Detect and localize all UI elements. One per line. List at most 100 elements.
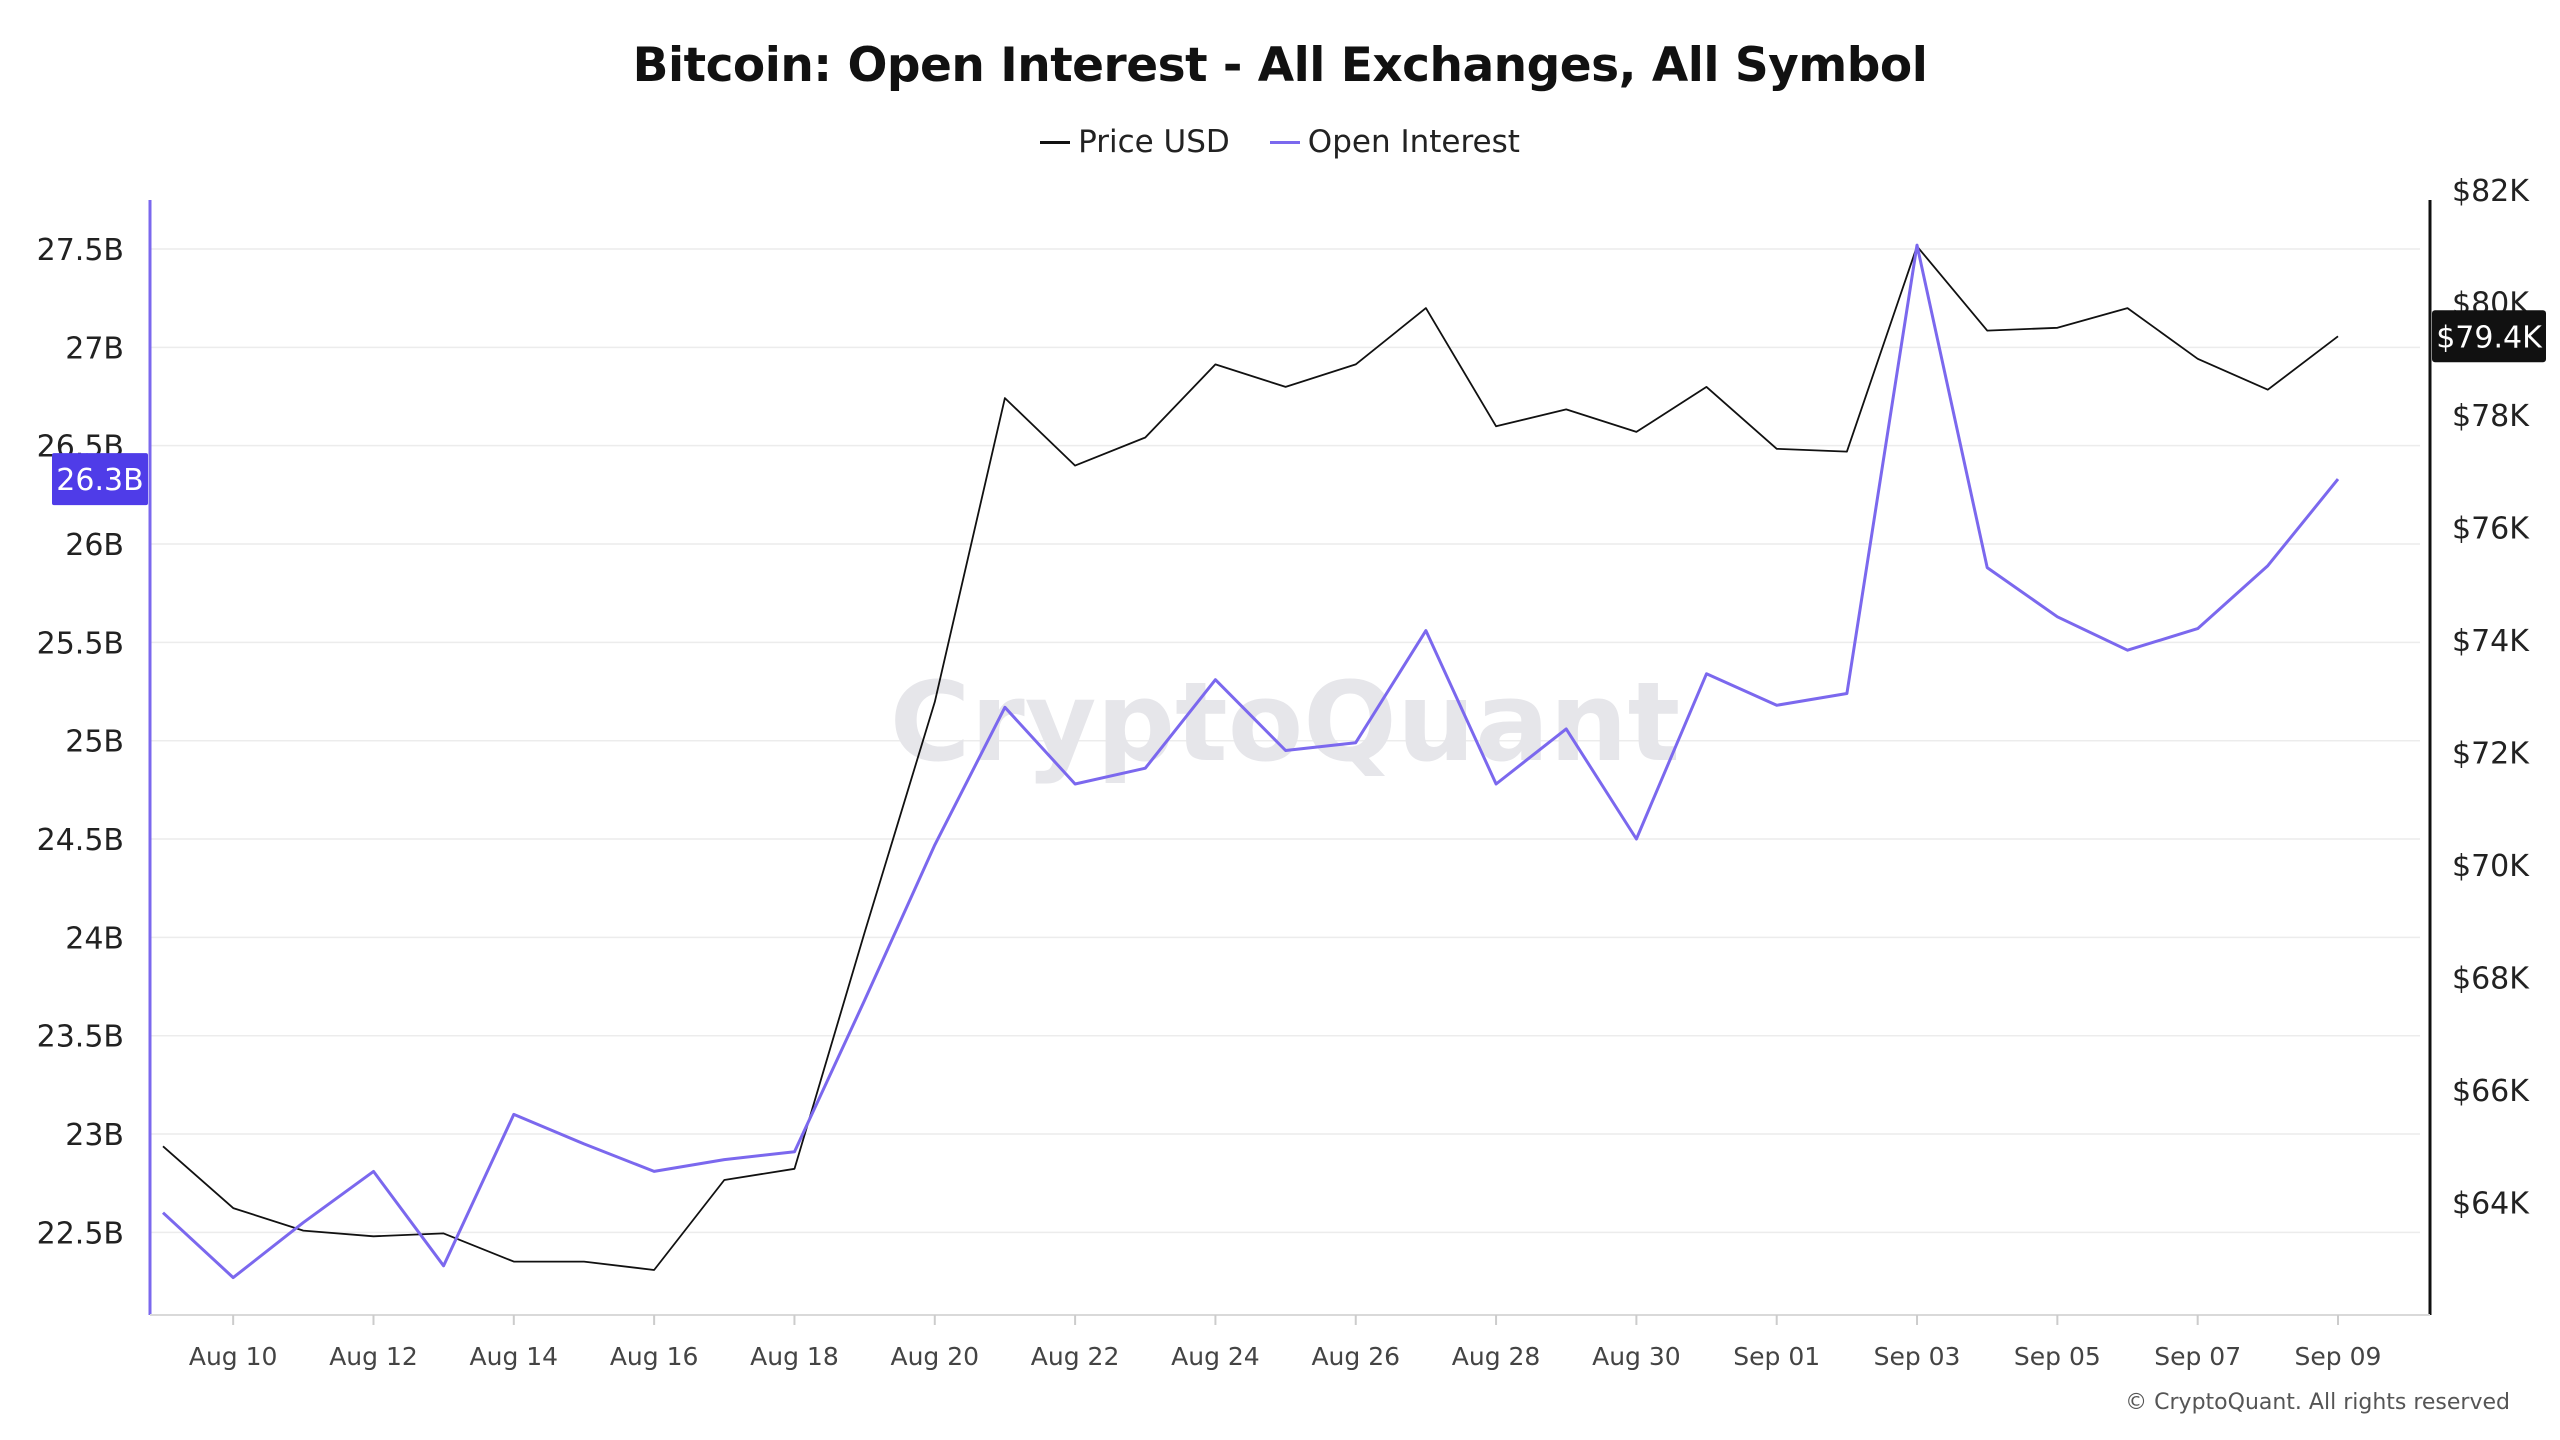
copyright-text: © CryptoQuant. All rights reserved: [2125, 1390, 2510, 1415]
open-interest-point: [1985, 566, 1989, 570]
price-point: [1073, 464, 1077, 468]
x-tick-label: Aug 16: [610, 1342, 699, 1371]
y-right-tick-label: $70K: [2452, 849, 2530, 884]
legend-swatch-price: [1040, 140, 1071, 144]
price-point: [371, 1234, 375, 1238]
open-interest-point: [792, 1150, 796, 1154]
y-right-tick-label: $76K: [2452, 512, 2530, 547]
open-interest-point: [2336, 477, 2340, 481]
price-point: [2266, 388, 2270, 392]
price-last-badge: [2432, 310, 2546, 363]
open-interest-point: [722, 1158, 726, 1162]
x-tick-label: Aug 24: [1171, 1342, 1260, 1371]
legend-label-price: Price USD: [1078, 124, 1230, 160]
x-tick-label: Aug 30: [1592, 1342, 1681, 1371]
x-tick-label: Aug 22: [1031, 1342, 1120, 1371]
legend-item-price[interactable]: Price USD: [1040, 124, 1230, 160]
open-interest-point: [2196, 627, 2200, 631]
price-point: [863, 931, 867, 935]
x-tick-label: Aug 26: [1311, 1342, 1400, 1371]
y-right-tick-label: $68K: [2452, 962, 2530, 997]
legend-item-open-interest[interactable]: Open Interest: [1269, 124, 1520, 160]
price-last-label: $79.4K: [2436, 320, 2543, 355]
open-interest-point: [1213, 678, 1217, 682]
price-point: [512, 1260, 516, 1264]
open-interest-line: [161, 243, 2340, 1280]
open-interest-point: [1564, 727, 1568, 731]
open-interest-point: [2055, 615, 2059, 619]
x-tick-label: Sep 05: [2014, 1342, 2101, 1371]
open-interest-point: [1003, 705, 1007, 709]
open-interest-point: [1284, 749, 1288, 753]
open-interest-point: [1775, 703, 1779, 707]
open-interest-point: [582, 1142, 586, 1146]
y-left-tick-label: 26B: [65, 528, 124, 563]
open-interest-point: [863, 998, 867, 1002]
x-tick-label: Aug 14: [470, 1342, 559, 1371]
price-point: [2126, 306, 2130, 310]
open-interest-point: [512, 1112, 516, 1116]
open-interest-point: [1424, 629, 1428, 633]
price-point: [1705, 385, 1709, 389]
price-point: [1284, 385, 1288, 389]
price-point: [1424, 306, 1428, 310]
legend-swatch-open-interest: [1269, 140, 1300, 144]
price-point: [1845, 450, 1849, 454]
price-point: [1775, 447, 1779, 451]
price-point: [1494, 424, 1498, 428]
price-point: [1564, 407, 1568, 411]
y-right-tick-label: $74K: [2452, 624, 2530, 659]
open-interest-point: [1354, 741, 1358, 745]
price-point: [1143, 436, 1147, 440]
price-point: [652, 1268, 656, 1272]
y-right-tick-label: $82K: [2452, 174, 2530, 209]
price-point: [1003, 396, 1007, 400]
price-point: [2196, 357, 2200, 361]
price-point: [231, 1206, 235, 1210]
open-interest-point: [2126, 648, 2130, 652]
open-interest-last-badge: [52, 453, 148, 506]
x-tick-label: Aug 28: [1452, 1342, 1541, 1371]
y-left-tick-label: 22.5B: [37, 1216, 124, 1251]
y-left-tick-label: 25.5B: [37, 626, 124, 661]
legend-label-open-interest: Open Interest: [1307, 124, 1520, 160]
x-tick-label: Sep 03: [1874, 1342, 1961, 1371]
price-point: [301, 1229, 305, 1233]
price-point: [442, 1231, 446, 1235]
open-interest-point: [1845, 691, 1849, 695]
x-tick-label: Sep 09: [2295, 1342, 2382, 1371]
open-interest-point: [1073, 782, 1077, 786]
open-interest-point: [161, 1211, 165, 1215]
x-tick-label: Sep 07: [2154, 1342, 2241, 1371]
y-right-tick-label: $72K: [2452, 737, 2530, 772]
open-interest-point: [1143, 766, 1147, 770]
price-point: [792, 1167, 796, 1171]
open-interest-point: [2266, 564, 2270, 568]
open-interest-point: [1494, 782, 1498, 786]
price-point: [722, 1178, 726, 1182]
open-interest-point: [1915, 243, 1919, 247]
open-interest-point: [301, 1221, 305, 1225]
open-interest-point: [1705, 672, 1709, 676]
price-point: [1634, 430, 1638, 434]
y-left-tick-label: 25B: [65, 725, 124, 760]
y-right-tick-label: $66K: [2452, 1074, 2530, 1109]
price-point: [161, 1144, 165, 1148]
price-point: [2336, 334, 2340, 338]
y-right-tick-label: $64K: [2452, 1187, 2530, 1222]
x-tick-label: Aug 12: [329, 1342, 418, 1371]
y-right-tick-label: $78K: [2452, 399, 2530, 434]
price-point: [1213, 362, 1217, 366]
legend: Price USD Open Interest: [0, 124, 2560, 160]
price-point: [1985, 329, 1989, 333]
open-interest-last-label: 26.3B: [56, 463, 143, 498]
x-tick-label: Aug 20: [890, 1342, 979, 1371]
open-interest-point: [442, 1264, 446, 1268]
y-left-tick-label: 27.5B: [37, 233, 124, 268]
x-tick-label: Aug 18: [750, 1342, 839, 1371]
open-interest-point: [231, 1276, 235, 1280]
y-left-tick-label: 23.5B: [37, 1020, 124, 1055]
price-point: [1354, 362, 1358, 366]
price-line: [162, 245, 2339, 1271]
